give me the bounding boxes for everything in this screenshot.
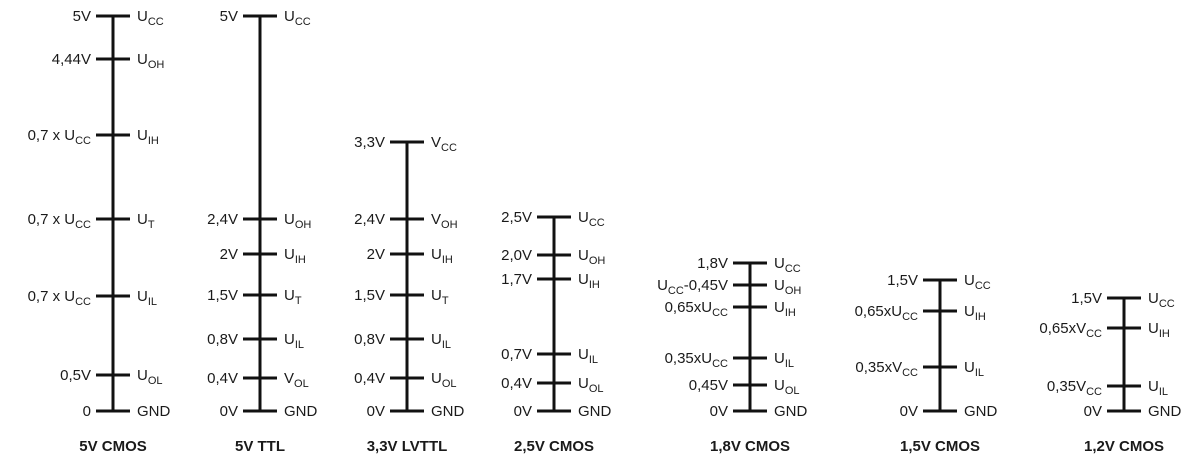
level-value: 0,35xUCC [665,350,728,370]
voltage-scale-1: 5V UCC 4,44V UOH 0,7 x UCC UIH 0,7 x UCC UT 0,7 … [28,8,171,455]
signal-name: UIL [137,288,157,308]
level-value: 1,5V [1071,290,1102,307]
level-value: 2V [367,246,385,263]
signal-name: UCC [137,8,164,28]
signal-name: UOL [774,377,800,397]
signal-name: UOH [578,247,605,267]
signal-name: GND [431,403,465,420]
signal-name: GND [774,403,808,420]
logic-family-title: 5V TTL [235,438,285,455]
level-value: 0,8V [354,331,385,348]
voltage-scale-3: 3,3V VCC 2,4V VOH 2V UIH 1,5V UT 0,8V UIL 0,4V UOL 0… [354,134,464,455]
signal-name: VCC [431,134,457,154]
level-value: 0V [710,403,728,420]
level-value: 3,3V [354,134,385,151]
level-value: 2,4V [354,211,385,228]
level-value: 2,0V [501,247,532,264]
signal-name: UIL [1148,378,1168,398]
signal-name: UOH [284,211,311,231]
voltage-scale-4: 2,5V UCC 2,0V UOH 1,7V UIH 0,7V UIL 0,4V UOL 0V GND… [501,209,611,455]
level-value: 2,5V [501,209,532,226]
level-value: 0 [83,403,91,420]
logic-family-title: 3,3V LVTTL [367,438,448,455]
signal-name: UOH [137,51,164,71]
level-value: 5V [73,8,91,25]
level-value: 1,5V [354,287,385,304]
signal-name: UOH [774,277,801,297]
level-value: 0,7 x UCC [28,288,91,308]
logic-family-title: 1,8V CMOS [710,438,790,455]
signal-name: UIL [578,346,598,366]
level-value: 4,44V [52,51,91,68]
level-value: 0,4V [354,370,385,387]
logic-family-title: 1,2V CMOS [1084,438,1164,455]
signal-name: UCC [284,8,311,28]
signal-name: UIL [964,359,984,379]
level-value: 1,8V [697,255,728,272]
level-value: 0,35VCC [1047,378,1102,398]
signal-name: UIH [137,127,159,147]
signal-name: UT [284,287,302,307]
signal-name: GND [964,403,998,420]
level-value: 0,65xUCC [665,299,728,319]
level-value: 0,8V [207,331,238,348]
level-value: 0V [514,403,532,420]
level-value: 2V [220,246,238,263]
signal-name: GND [1148,403,1182,420]
signal-name: UOL [137,367,163,387]
signal-name: UIH [284,246,306,266]
logic-family-title: 1,5V CMOS [900,438,980,455]
level-value: 1,5V [207,287,238,304]
level-value: 0,4V [501,375,532,392]
level-value: 1,7V [501,271,532,288]
signal-name: UCC [1148,290,1175,310]
signal-name: VOH [431,211,458,231]
level-value: 0,7 x UCC [28,211,91,231]
signal-name: UT [137,211,155,231]
signal-name: UIL [431,331,451,351]
logic-family-title: 5V CMOS [79,438,147,455]
signal-name: UCC [774,255,801,275]
voltage-scale-7: 1,5V UCC 0,65xVCC UIH 0,35VCC UIL 0V GND 1,2V CM… [1039,290,1181,455]
level-value: 0V [220,403,238,420]
level-value: 0,45V [689,377,728,394]
signal-name: GND [578,403,612,420]
level-value: 0V [1084,403,1102,420]
logic-family-title: 2,5V CMOS [514,438,594,455]
level-value: 0,7V [501,346,532,363]
signal-name: UIL [284,331,304,351]
level-value: 1,5V [887,272,918,289]
signal-name: UT [431,287,449,307]
signal-name: UOL [431,370,457,390]
level-value: 0,35xVCC [855,359,918,379]
signal-name: UIL [774,350,794,370]
level-value: UCC-0,45V [657,277,728,297]
voltage-scale-2: 5V UCC 2,4V UOH 2V UIH 1,5V UT 0,8V UIL 0,4V VOL 0V G… [207,8,317,455]
signal-name: UIH [774,299,796,319]
level-value: 0,7 x UCC [28,127,91,147]
level-value: 0V [900,403,918,420]
signal-name: UCC [964,272,991,292]
level-value: 0,65xUCC [855,303,918,323]
voltage-scale-5: 1,8V UCC UCC-0,45V UOH 0,65xUCC UIH 0,35xUCC UI… [657,255,807,455]
level-value: 0V [367,403,385,420]
level-value: 2,4V [207,211,238,228]
signal-name: VOL [284,370,309,390]
signal-name: GND [284,403,318,420]
level-value: 0,65xVCC [1039,320,1102,340]
signal-name: UIH [1148,320,1170,340]
signal-name: GND [137,403,171,420]
signal-name: UCC [578,209,605,229]
voltage-scale-6: 1,5V UCC 0,65xUCC UIH 0,35xVCC UIL 0V GND 1,5V C… [855,272,998,455]
signal-name: UIH [578,271,600,291]
level-value: 0,4V [207,370,238,387]
signal-name: UIH [964,303,986,323]
level-value: 5V [220,8,238,25]
level-value: 0,5V [60,367,91,384]
signal-name: UIH [431,246,453,266]
signal-name: UOL [578,375,604,395]
